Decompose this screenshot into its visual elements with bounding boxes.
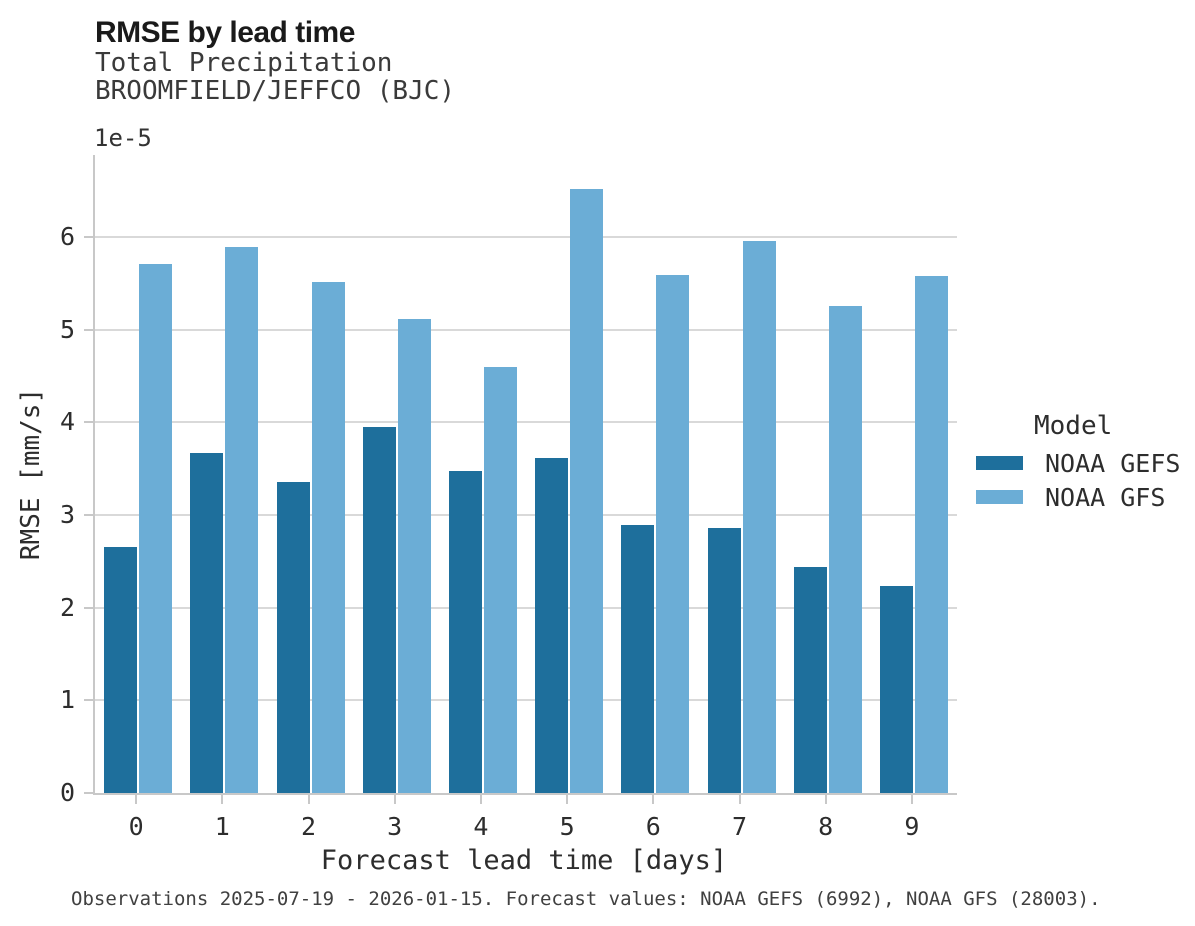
bar-noaa-gfs-lead-1 [225,247,259,793]
y-tickmark-4 [84,421,93,424]
gridline-y5 [95,328,957,331]
x-tickmark-2 [307,795,310,804]
bar-noaa-gfs-lead-4 [483,366,517,793]
y-tickmark-3 [84,514,93,516]
subtitle-variable: Total Precipitation [95,48,393,78]
gridline-y2 [95,606,957,609]
bar-noaa-gefs-lead-1 [190,452,224,793]
plot-area [93,155,957,795]
bar-noaa-gfs-lead-6 [656,275,690,793]
y-tick-label-0: 0 [59,778,75,807]
x-tickmark-9 [910,795,913,804]
x-tickmark-5 [566,795,569,804]
x-tick-label-5: 5 [559,812,575,841]
x-tick-label-1: 1 [214,812,230,841]
x-tick-label-6: 6 [645,812,661,841]
bar-noaa-gefs-lead-6 [621,525,655,793]
y-tick-label-4: 4 [59,407,75,437]
x-tick-label-2: 2 [300,812,317,841]
x-tickmark-6 [652,795,655,804]
bar-noaa-gefs-lead-8 [793,566,827,793]
x-tick-label-9: 9 [904,812,920,841]
x-tick-label-0: 0 [128,812,144,841]
x-tickmark-3 [393,795,396,804]
x-tick-label-8: 8 [818,812,834,841]
legend-swatch-noaa-gfs [976,490,1023,504]
bar-noaa-gefs-lead-3 [362,426,396,793]
y-tick-label-2: 2 [59,592,75,622]
gridline-y6 [95,236,957,239]
chart-subtitle: Total Precipitation BROOMFIELD/JEFFCO (BJ… [95,48,456,106]
subtitle-station: BROOMFIELD/JEFFCO (BJC) [95,75,456,106]
legend-title: Model [1034,411,1113,441]
x-tickmark-4 [479,795,482,804]
y-tick-label-5: 5 [59,314,75,344]
bar-noaa-gefs-lead-7 [707,527,741,793]
legend-swatch-noaa-gefs [976,456,1023,470]
y-tick-label-1: 1 [59,685,75,715]
y-tickmark-6 [84,236,93,238]
y-axis-label: RMSE [mm/s] [16,387,46,561]
bar-noaa-gefs-lead-5 [535,458,569,793]
y-tick-label-6: 6 [59,222,75,251]
gridline-y3 [95,514,957,517]
bar-noaa-gefs-lead-0 [104,546,138,793]
legend-row-noaa-gefs: NOAA GEFS [976,446,1180,480]
x-tickmark-7 [738,795,741,804]
gridline-y4 [95,421,957,424]
legend-label: NOAA GEFS [1045,448,1181,478]
x-tickmark-0 [135,795,138,804]
bar-noaa-gfs-lead-2 [311,281,345,793]
bar-noaa-gfs-lead-5 [570,188,604,793]
footnote-caption: Observations 2025-07-19 - 2026-01-15. Fo… [71,888,1101,910]
x-tickmark-8 [824,795,827,804]
x-tickmark-1 [221,795,224,804]
x-tick-label-3: 3 [387,812,403,841]
x-tick-label-4: 4 [473,812,489,841]
bar-noaa-gfs-lead-3 [397,319,431,793]
y-tickmark-0 [84,792,93,794]
legend: Model NOAA GEFS NOAA GFS [976,410,1180,514]
y-axis-scale-offset: 1e-5 [94,124,152,152]
legend-entries: NOAA GEFS NOAA GFS [976,446,1180,514]
y-tickmark-1 [84,699,93,702]
gridline-y1 [95,699,957,702]
bar-noaa-gefs-lead-9 [879,586,913,793]
chart-title: RMSE by lead time [95,16,355,49]
bar-noaa-gefs-lead-4 [448,470,482,793]
bar-noaa-gfs-lead-7 [742,240,776,793]
bar-noaa-gfs-lead-0 [139,263,173,793]
x-axis-label: Forecast lead time [days] [320,845,728,876]
bar-noaa-gfs-lead-9 [914,275,948,793]
legend-row-noaa-gfs: NOAA GFS [976,480,1180,514]
y-tickmark-2 [84,606,93,609]
y-tickmark-5 [84,328,93,331]
legend-label: NOAA GFS [1045,482,1166,512]
bar-noaa-gefs-lead-2 [276,481,310,793]
x-tick-label-7: 7 [731,812,748,841]
bar-noaa-gfs-lead-8 [828,305,862,793]
y-tick-label-3: 3 [59,500,75,529]
